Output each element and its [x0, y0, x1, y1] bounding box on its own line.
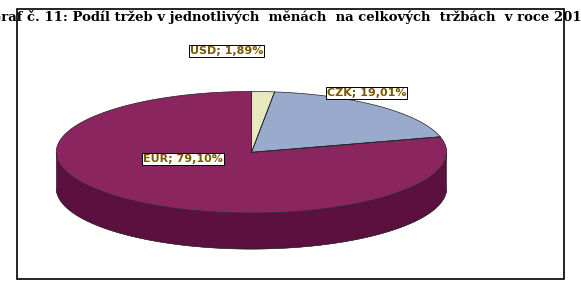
Polygon shape [56, 92, 447, 213]
Text: Graf č. 11: Podíl tržeb v jednotlivých  měnách  na celkových  tržbách  v roce 20: Graf č. 11: Podíl tržeb v jednotlivých m… [0, 10, 581, 24]
Polygon shape [56, 152, 447, 249]
Polygon shape [252, 92, 440, 152]
Text: EUR; 79,10%: EUR; 79,10% [143, 154, 223, 164]
Text: USD; 1,89%: USD; 1,89% [189, 46, 263, 56]
Text: CZK; 19,01%: CZK; 19,01% [327, 88, 406, 98]
Polygon shape [252, 92, 275, 152]
